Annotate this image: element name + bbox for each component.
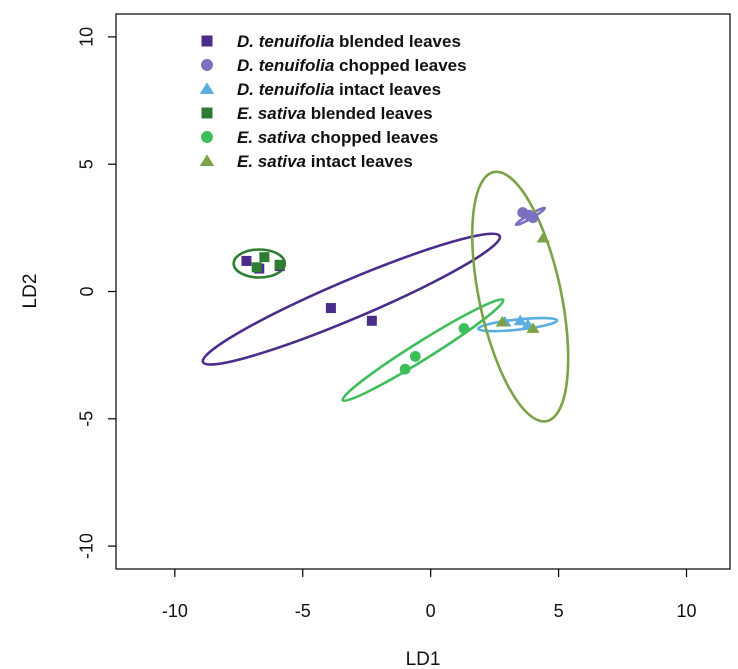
axes: -10 -5 0 5 10 -10 -5 0 5 10 — [77, 27, 697, 621]
legend-species: E. sativa — [237, 104, 306, 123]
e-sativa-blended-leaves-ellipse — [232, 248, 287, 279]
x-tick-label: -10 — [162, 601, 188, 621]
x-tick-label: -5 — [295, 601, 311, 621]
x-tick-label: 0 — [426, 601, 436, 621]
e-sativa-intact-leaves-point — [526, 322, 540, 333]
d-tenuifolia-intact-leaves-ellipse — [476, 316, 559, 333]
y-tick-label: -10 — [77, 533, 97, 559]
e-sativa-intact-leaves-legend-marker — [199, 154, 215, 166]
e-sativa-chopped-leaves-point — [458, 323, 470, 334]
legend-treatment: intact leaves — [306, 152, 413, 171]
x-tick-label: 10 — [676, 601, 696, 621]
d-tenuifolia-intact-leaves-legend-label: D. tenuifolia intact leaves — [237, 80, 441, 99]
legend-species: D. tenuifolia — [237, 80, 334, 99]
confidence-ellipses — [201, 170, 570, 423]
y-tick-label: 0 — [77, 286, 97, 296]
e-sativa-chopped-leaves-legend-marker — [201, 131, 213, 143]
e-sativa-intact-leaves-legend-label: E. sativa intact leaves — [237, 152, 413, 171]
e-sativa-blended-leaves-legend-marker — [201, 107, 213, 119]
legend-treatment: blended leaves — [306, 104, 433, 123]
e-sativa-intact-leaves-point — [536, 232, 550, 243]
legend-species: E. sativa — [237, 128, 306, 147]
y-tick-label: -5 — [77, 411, 97, 427]
legend-species: D. tenuifolia — [237, 32, 334, 51]
e-sativa-blended-leaves-point — [259, 252, 270, 263]
d-tenuifolia-blended-leaves-ellipse — [201, 232, 502, 366]
e-sativa-intact-leaves-ellipse — [470, 170, 570, 423]
e-sativa-chopped-leaves-ellipse — [341, 298, 505, 403]
d-tenuifolia-chopped-leaves-legend-marker — [201, 59, 213, 71]
d-tenuifolia-blended-leaves-point — [241, 255, 252, 266]
e-sativa-blended-leaves-point — [251, 262, 262, 273]
x-axis-title: LD1 — [406, 649, 441, 669]
e-sativa-chopped-leaves-point — [399, 363, 411, 375]
legend-species: E. sativa — [237, 152, 306, 171]
e-sativa-blended-leaves-legend-label: E. sativa blended leaves — [237, 104, 433, 123]
e-sativa-chopped-leaves-point — [409, 351, 421, 362]
legend-treatment: intact leaves — [334, 80, 441, 99]
e-sativa-intact-leaves-point — [495, 316, 509, 327]
legend-treatment: chopped leaves — [334, 56, 466, 75]
legend-treatment: chopped leaves — [306, 128, 438, 147]
y-tick-label: 5 — [77, 159, 97, 169]
d-tenuifolia-blended-leaves-point — [366, 315, 377, 326]
legend-species: D. tenuifolia — [237, 56, 334, 75]
x-tick-label: 5 — [554, 601, 564, 621]
d-tenuifolia-chopped-leaves-legend-label: D. tenuifolia chopped leaves — [237, 56, 467, 75]
y-tick-label: 10 — [77, 27, 97, 47]
d-tenuifolia-blended-leaves-point — [325, 303, 336, 314]
legend-treatment: blended leaves — [334, 32, 461, 51]
d-tenuifolia-blended-leaves-legend-label: D. tenuifolia blended leaves — [237, 32, 461, 51]
e-sativa-blended-leaves-point — [274, 259, 285, 270]
data-points — [241, 207, 550, 375]
d-tenuifolia-intact-leaves-legend-marker — [199, 82, 215, 94]
d-tenuifolia-blended-leaves-legend-marker — [201, 35, 213, 47]
e-sativa-chopped-leaves-legend-label: E. sativa chopped leaves — [237, 128, 438, 147]
y-axis-title: LD2 — [20, 274, 41, 309]
d-tenuifolia-intact-leaves-point — [513, 314, 527, 326]
d-tenuifolia-chopped-leaves-point — [527, 212, 539, 224]
